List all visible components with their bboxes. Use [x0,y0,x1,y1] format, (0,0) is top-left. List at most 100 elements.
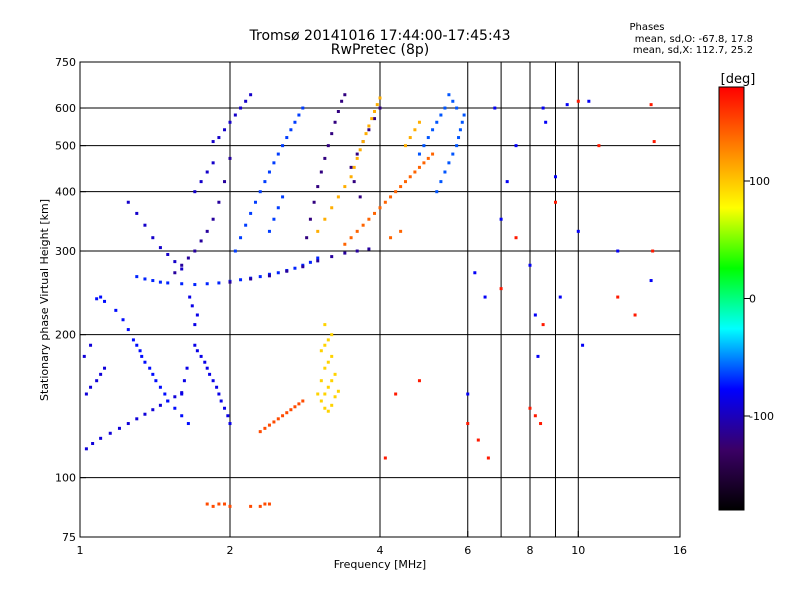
echo-point [447,161,451,165]
echo-point [281,414,285,418]
echo-point [514,236,518,240]
y-axis-ticks: 75 100 200 300 400 500 600 750 [55,56,86,544]
echo-point [205,229,209,233]
echo-point [223,180,227,184]
echo-point [355,249,359,253]
echo-point [422,161,426,165]
echo-point [476,438,480,442]
echo-point [258,504,262,508]
echo-point [378,206,382,210]
echo-point [319,379,323,383]
echo-point [435,120,439,124]
echo-point [373,211,377,215]
echo-point [297,402,301,406]
echo-point [276,152,280,156]
echo-point [185,366,189,370]
echo-point [211,140,215,144]
echo-point [158,403,162,407]
echo-point [205,502,209,506]
echo-point [413,128,417,132]
echo-point [533,313,537,317]
y-axis-label: Stationary phase Virtual Height [km] [38,199,51,401]
echo-point [312,200,316,204]
echo-point [180,267,184,271]
echo-point [203,360,207,364]
echo-point [493,106,497,110]
colorbar-label: [deg] [721,72,756,87]
echo-point [84,392,88,396]
echo-point [343,242,347,246]
echo-point [173,271,177,275]
echo-point [108,431,112,435]
echo-point [99,295,103,299]
echo-point [443,170,447,174]
echo-point [267,423,271,427]
echo-point [358,195,362,199]
echo-point [455,144,459,148]
echo-point [326,385,330,389]
echo-point [514,144,518,148]
echo-point [126,200,130,204]
echo-point [121,318,125,322]
echo-point [131,338,135,342]
echo-point [166,399,170,403]
echo-point [258,275,262,279]
echo-point [211,504,215,508]
echo-point [249,211,253,215]
echo-point [126,328,130,332]
echo-point [330,379,334,383]
echo-point [263,180,267,184]
x-tick-label: 8 [527,544,534,557]
echo-point [253,200,257,204]
echo-point [367,124,371,128]
echo-point [276,417,280,421]
echo-point [533,414,537,418]
echo-point [285,136,289,140]
echo-point [373,117,377,121]
echo-point [258,190,262,194]
echo-point [417,152,421,156]
echo-point [126,422,130,426]
echo-point [319,170,323,174]
echo-point [193,283,197,287]
echo-point [103,299,107,303]
echo-point [451,152,455,156]
echo-point [462,113,466,117]
echo-point [158,280,162,284]
echo-point [217,136,221,140]
chart-subtitle: RwPretec (8p) [331,42,429,58]
echo-point [375,103,379,107]
echo-point [361,223,365,227]
x-tick-label: 2 [227,544,234,557]
echo-point [336,389,340,393]
echo-point [451,99,455,103]
echo-point [117,426,121,430]
echo-point [186,422,190,426]
echo-point [263,426,267,430]
echo-point [293,405,297,409]
echo-point [544,120,548,124]
echo-point [249,277,253,281]
echo-point [649,103,653,107]
echo-point [193,343,197,347]
echo-point [316,259,320,263]
echo-point [263,502,267,506]
colorbar-ticks: 100 0 -100 [744,175,774,423]
echo-point [330,354,334,358]
echo-point [211,161,215,165]
echo-point [190,304,194,308]
echo-point [553,200,557,204]
echo-point [305,236,309,240]
echo-point [186,256,190,260]
echo-point [182,379,186,383]
echo-point [616,295,620,299]
echo-point [352,180,356,184]
echo-point [151,279,155,283]
echo-point [370,117,374,121]
echo-point [323,217,327,221]
echo-point [439,113,443,117]
echo-point [95,297,99,301]
echo-point [403,180,407,184]
echo-point [431,128,435,132]
echo-point [193,190,197,194]
